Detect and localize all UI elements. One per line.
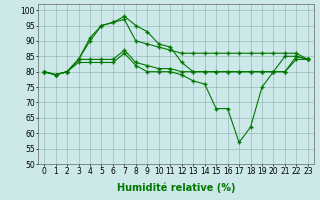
- X-axis label: Humidité relative (%): Humidité relative (%): [117, 182, 235, 193]
